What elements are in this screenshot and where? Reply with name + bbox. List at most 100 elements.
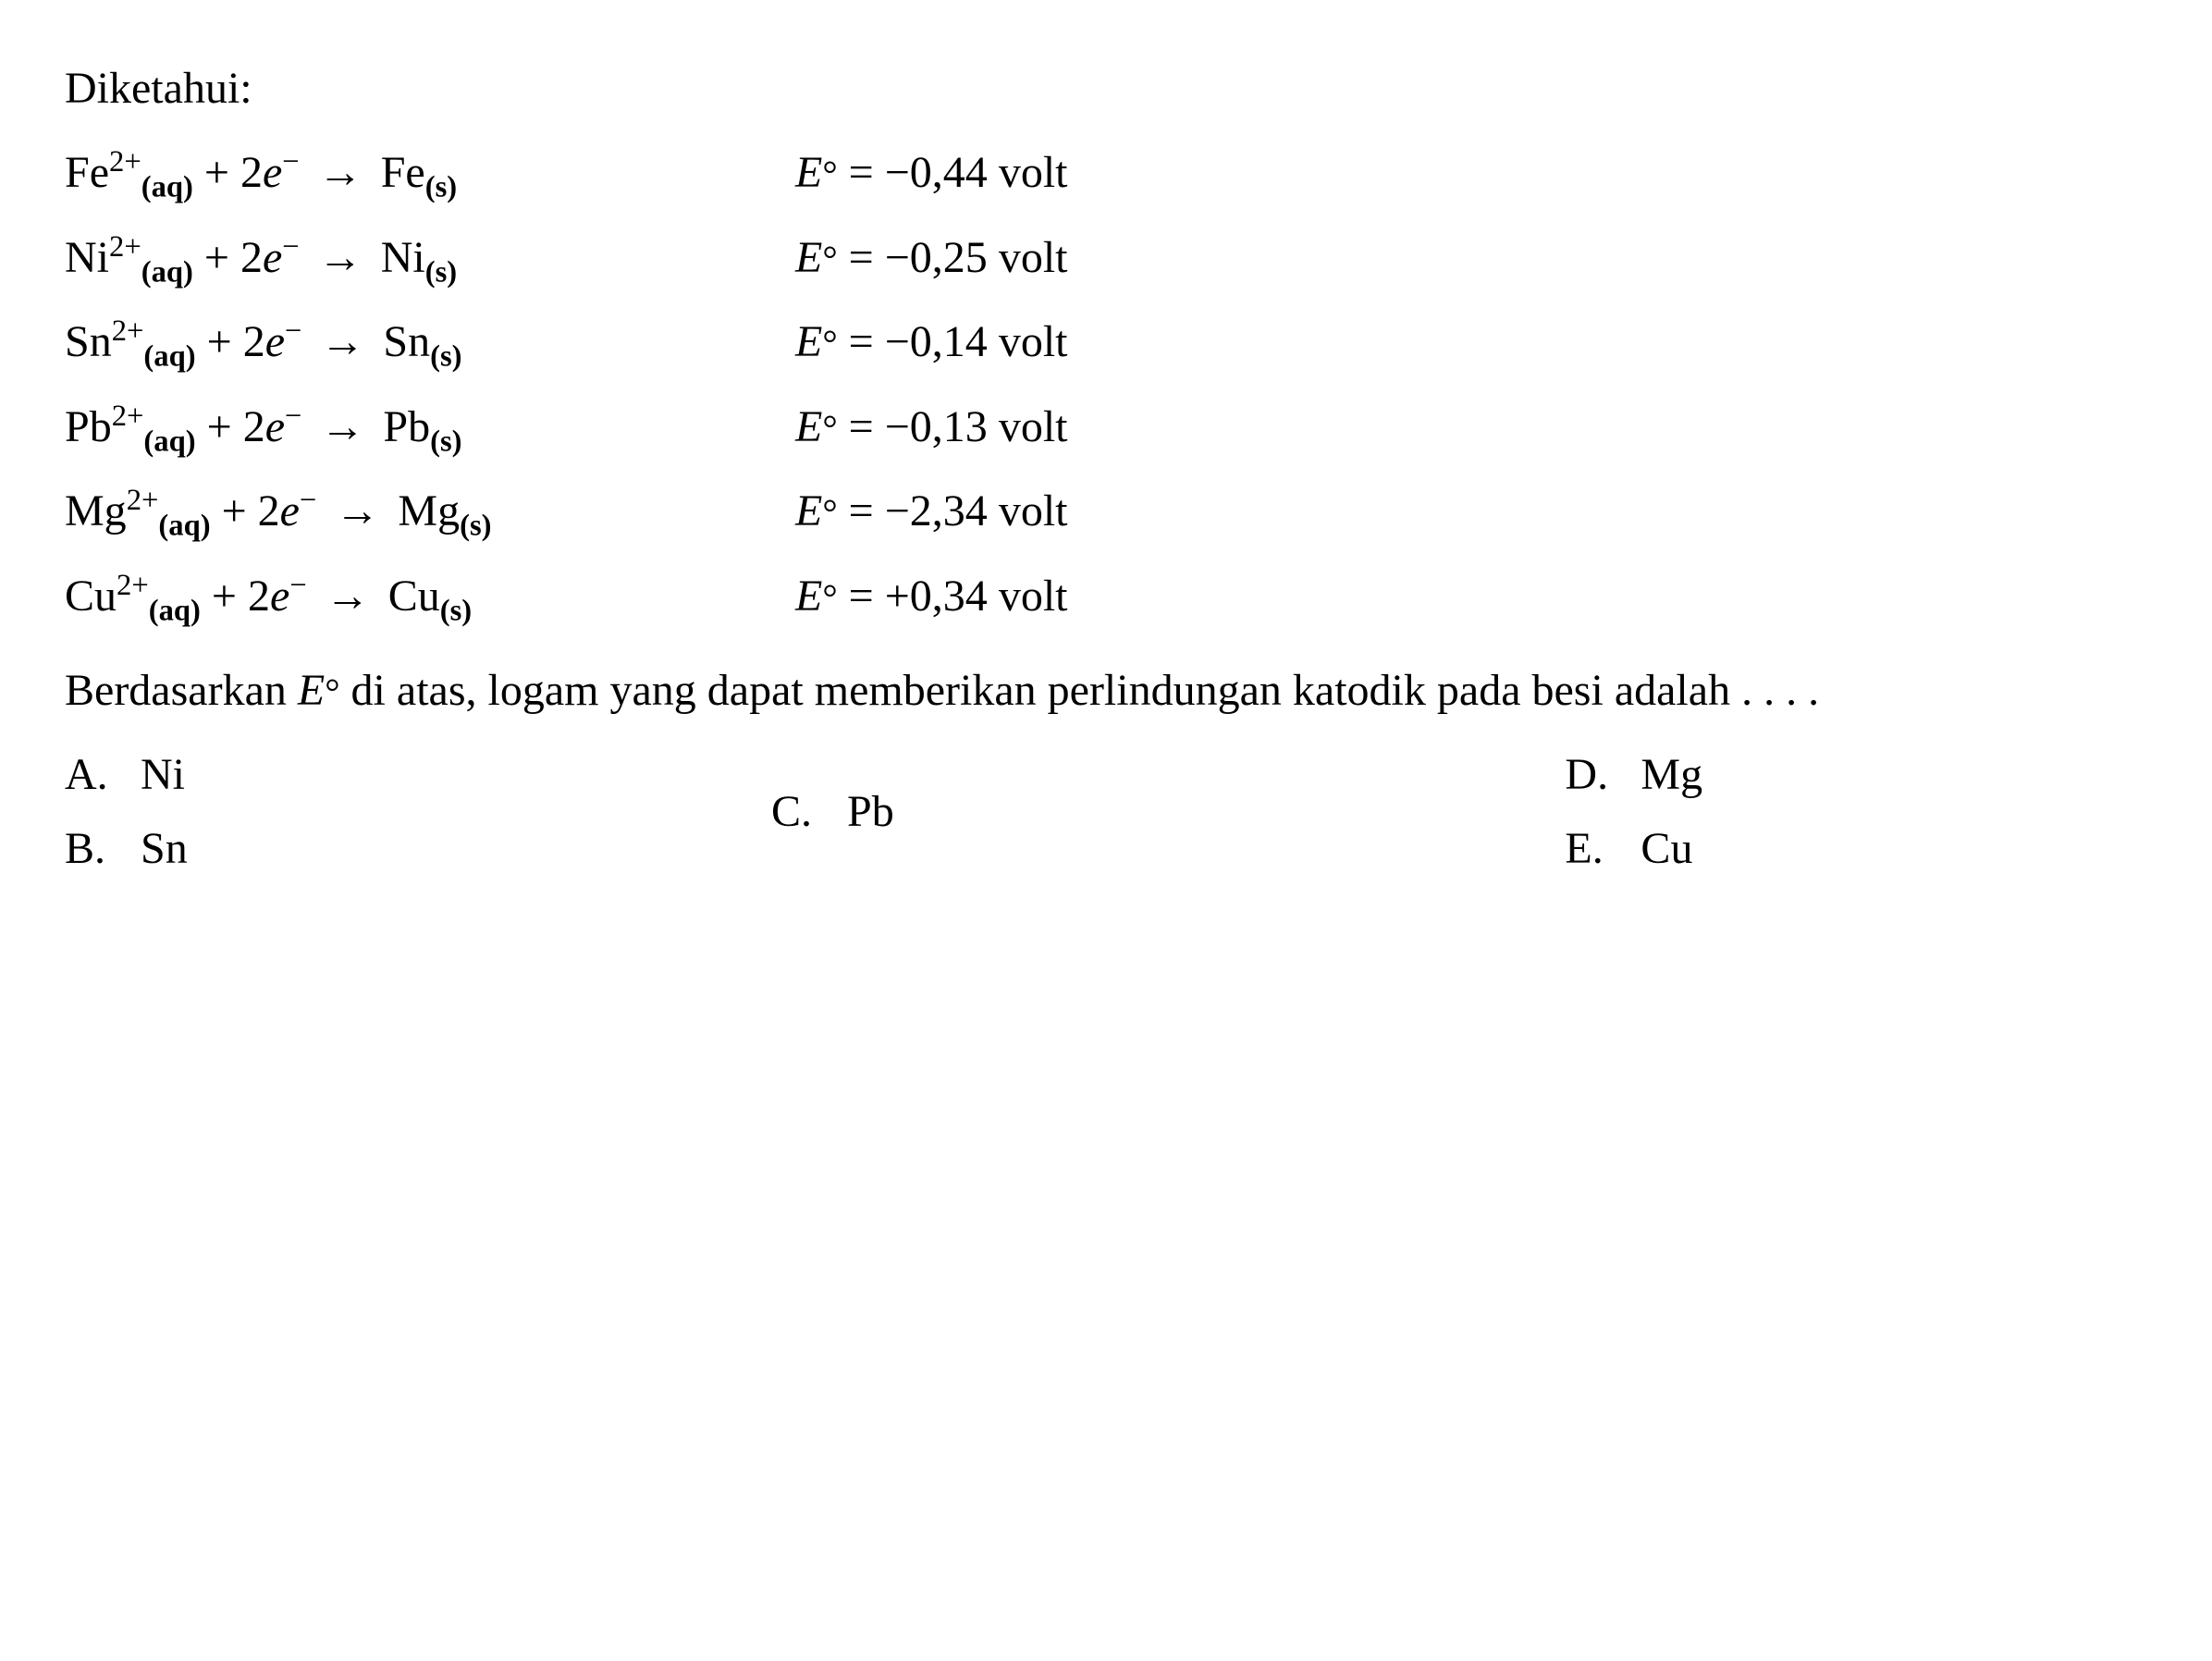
e-unit: volt (999, 486, 1068, 535)
electron-count: 2 (243, 317, 265, 366)
electron-term: 2e− (240, 148, 300, 197)
electron-count: 2 (240, 233, 263, 282)
question-part-4: di atas, logam yang dapat memberikan per… (340, 666, 1820, 715)
electron-term: 2e− (240, 233, 300, 282)
product-symbol: Sn (383, 317, 430, 366)
product-phase: (s) (425, 171, 457, 204)
e-unit: volt (999, 233, 1068, 282)
electron-minus: − (285, 400, 301, 433)
electron-minus: − (282, 145, 299, 178)
equation-product: Fe(s) (381, 148, 457, 197)
option-a-text: Ni (141, 750, 185, 799)
option-b-label: B. (65, 816, 129, 882)
product-phase: (s) (430, 424, 461, 458)
question-part-1: Berdasarkan (65, 666, 298, 715)
equals-sign: = (849, 148, 885, 197)
option-b-text: Sn (141, 824, 188, 873)
equation-species: Mg2+(aq) (65, 486, 211, 535)
plus-sign: + (204, 233, 240, 282)
e-unit: volt (999, 402, 1068, 451)
option-b: B. Sn (65, 816, 734, 882)
product-symbol: Mg (398, 486, 460, 535)
species-phase: (aq) (143, 340, 195, 374)
plus-sign: + (207, 402, 243, 451)
electron-count: 2 (243, 402, 265, 451)
arrow-icon: → (335, 474, 379, 549)
equation-left: Cu2+(aq) + 2e− → Cu(s) (65, 559, 795, 634)
e-symbol: E (795, 486, 822, 535)
equation-right: E° = −0,14 volt (795, 304, 1067, 380)
electron-term: 2e− (258, 486, 317, 535)
arrow-icon: → (320, 304, 364, 380)
electron-e: e (263, 148, 282, 197)
option-e: E. Cu (1565, 816, 2147, 882)
equation-left: Sn2+(aq) + 2e− → Sn(s) (65, 304, 795, 380)
e-unit: volt (999, 572, 1068, 621)
equation-product: Mg(s) (398, 486, 491, 535)
electron-term: 2e− (243, 402, 302, 451)
species-charge: 2+ (112, 314, 144, 348)
electron-minus: − (289, 569, 306, 602)
heading-text: Diketahui: (65, 55, 2147, 122)
e-symbol: E (795, 148, 822, 197)
plus-sign: + (207, 317, 243, 366)
species-phase: (aq) (158, 510, 210, 543)
equation-left: Mg2+(aq) + 2e− → Mg(s) (65, 474, 795, 549)
e-symbol: E (795, 402, 822, 451)
option-a-label: A. (65, 742, 129, 808)
equation-species: Fe2+(aq) (65, 148, 193, 197)
species-symbol: Mg (65, 486, 127, 535)
option-e-label: E. (1565, 816, 1629, 882)
electron-count: 2 (248, 572, 270, 621)
equation-product: Sn(s) (383, 317, 461, 366)
product-phase: (s) (460, 510, 491, 543)
e-value: −0,25 (885, 233, 988, 282)
options-grid: A. Ni B. Sn C. Pb D. Mg E. Cu (65, 742, 2147, 882)
degree-symbol: ° (822, 154, 837, 195)
option-a: A. Ni (65, 742, 734, 808)
equation-row: Fe2+(aq) + 2e− → Fe(s) E° = −0,44 volt (65, 135, 2147, 211)
electron-e: e (263, 233, 282, 282)
electron-term: 2e− (248, 572, 307, 621)
plus-sign: + (204, 148, 240, 197)
question-e-symbol: E (298, 666, 325, 715)
electron-e: e (270, 572, 289, 621)
equals-sign: = (849, 402, 885, 451)
equation-row: Cu2+(aq) + 2e− → Cu(s) E° = +0,34 volt (65, 559, 2147, 634)
product-phase: (s) (440, 595, 472, 628)
electron-term: 2e− (243, 317, 302, 366)
electron-count: 2 (240, 148, 263, 197)
equation-left: Fe2+(aq) + 2e− → Fe(s) (65, 135, 795, 211)
equals-sign: = (849, 317, 885, 366)
degree-symbol: ° (822, 323, 837, 364)
plus-sign: + (212, 572, 248, 621)
equals-sign: = (849, 233, 885, 282)
species-phase: (aq) (143, 424, 195, 458)
option-c-label: C. (771, 779, 836, 845)
product-symbol: Cu (388, 572, 440, 621)
species-phase: (aq) (149, 595, 201, 628)
species-symbol: Pb (65, 402, 112, 451)
e-symbol: E (795, 572, 822, 621)
species-charge: 2+ (127, 484, 159, 517)
product-symbol: Ni (381, 233, 425, 282)
option-e-text: Cu (1641, 824, 1692, 873)
option-d-label: D. (1565, 742, 1629, 808)
electron-minus: − (285, 314, 301, 348)
degree-symbol: ° (822, 408, 837, 449)
equation-left: Ni2+(aq) + 2e− → Ni(s) (65, 220, 795, 296)
option-c: C. Pb (771, 779, 1528, 845)
e-value: −0,44 (885, 148, 988, 197)
equation-product: Pb(s) (383, 402, 461, 451)
e-value: −0,13 (885, 402, 988, 451)
electron-count: 2 (258, 486, 280, 535)
arrow-icon: → (318, 135, 363, 211)
species-charge: 2+ (117, 569, 149, 602)
degree-symbol: ° (822, 239, 837, 280)
equation-product: Ni(s) (381, 233, 457, 282)
species-symbol: Sn (65, 317, 112, 366)
option-d: D. Mg (1565, 742, 2147, 808)
equals-sign: = (849, 486, 885, 535)
e-value: +0,34 (885, 572, 988, 621)
e-value: −2,34 (885, 486, 988, 535)
